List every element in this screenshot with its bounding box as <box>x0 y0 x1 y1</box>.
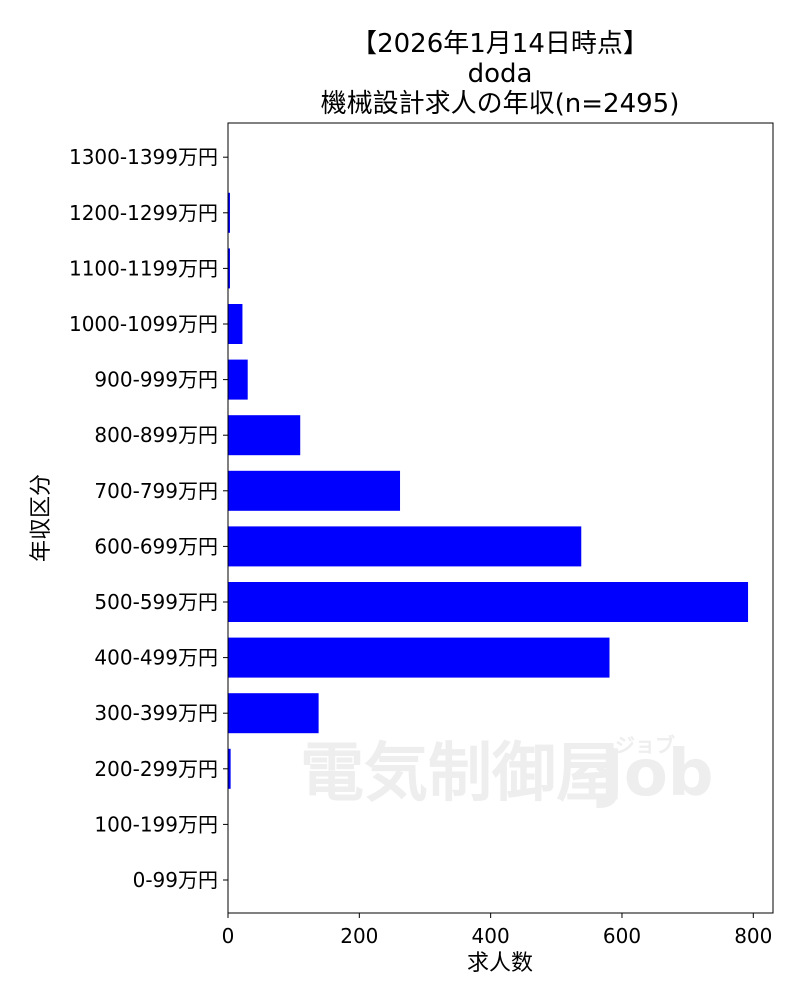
y-tick-label: 100-199万円 <box>94 812 218 836</box>
watermark-kana: ジョブ <box>615 733 675 757</box>
watermark-main: 電気制御屋 <box>300 737 620 811</box>
y-tick-label: 300-399万円 <box>94 701 218 725</box>
bar <box>228 415 301 456</box>
y-tick-label: 1300-1399万円 <box>69 145 218 169</box>
y-tick-label: 1200-1299万円 <box>69 201 218 225</box>
y-tick-label: 800-899万円 <box>94 423 218 447</box>
bar <box>228 470 401 511</box>
x-tick-label: 800 <box>734 924 772 948</box>
bar <box>228 748 231 789</box>
bar <box>228 582 749 622</box>
y-tick-label: 700-799万円 <box>94 479 218 503</box>
plot-frame <box>227 122 774 914</box>
x-tick-label: 0 <box>222 924 235 948</box>
title-line-2: doda <box>468 59 533 89</box>
y-tick-label: 600-699万円 <box>94 534 218 558</box>
bar <box>228 304 243 344</box>
bar <box>228 693 319 734</box>
bar <box>228 248 230 289</box>
y-tick-label: 1100-1199万円 <box>69 256 218 280</box>
x-tick-label: 600 <box>603 924 641 948</box>
bar <box>228 192 230 233</box>
bar <box>228 637 610 678</box>
title-line-1: 【2026年1月14日時点】 <box>351 29 649 59</box>
y-tick-label: 500-599万円 <box>94 590 218 614</box>
y-axis-label: 年収区分 <box>29 474 54 562</box>
x-ticks: 0 200 400 600 800 <box>222 913 772 948</box>
y-tick-label: 1000-1099万円 <box>69 312 218 336</box>
x-tick-label: 200 <box>340 924 378 948</box>
bar <box>228 526 582 567</box>
title-line-3: 機械設計求人の年収(n=2495) <box>321 89 680 119</box>
y-tick-label: 0-99万円 <box>133 868 218 892</box>
bar <box>228 359 248 400</box>
y-tick-label: 200-299万円 <box>94 757 218 781</box>
watermark-job: Job <box>596 737 714 811</box>
x-axis-label: 求人数 <box>467 951 533 976</box>
x-tick-label: 400 <box>472 924 510 948</box>
watermark: 電気制御屋 Job ジョブ <box>300 733 714 811</box>
chart-title: 【2026年1月14日時点】 doda 機械設計求人の年収(n=2495) <box>321 29 680 119</box>
y-tick-label: 400-499万円 <box>94 646 218 670</box>
y-tick-labels: 0-99万円 100-199万円 200-299万円 300-399万円 400-499… <box>69 145 228 892</box>
bars <box>228 192 749 789</box>
y-tick-label: 900-999万円 <box>94 368 218 392</box>
